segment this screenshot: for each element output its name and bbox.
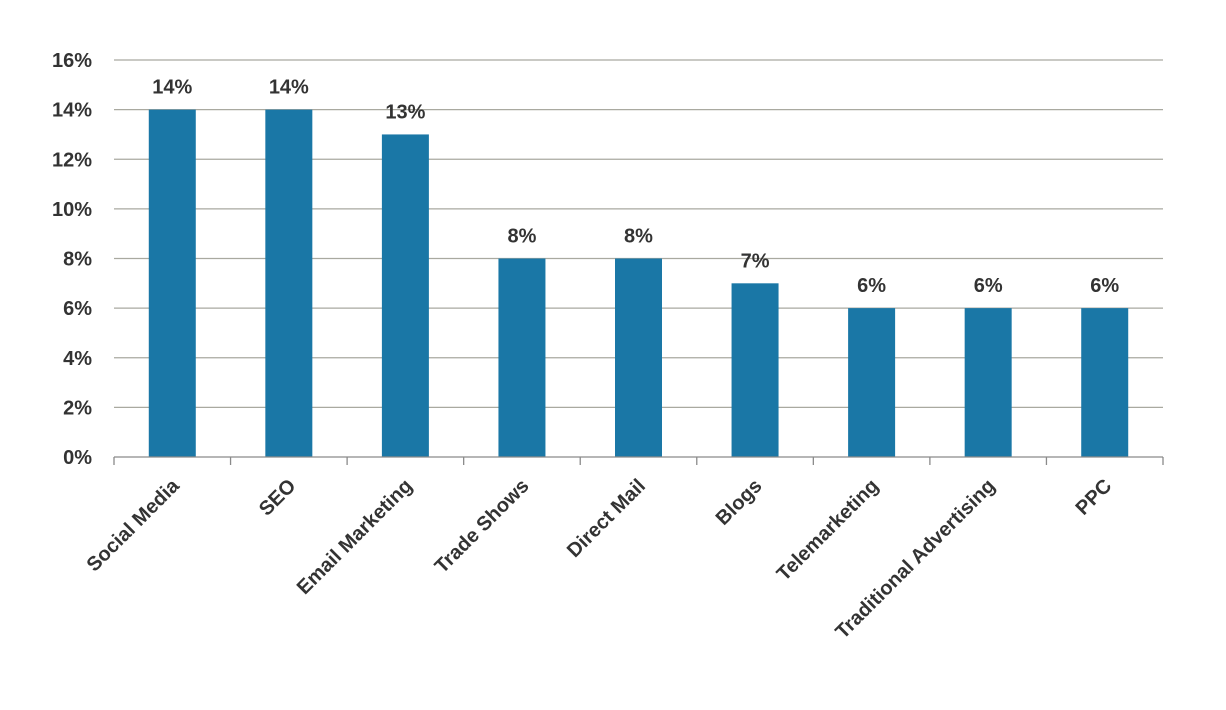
y-tick-label: 10% [52, 199, 92, 221]
data-label: 14% [269, 77, 309, 99]
x-tick-label: Email Marketing [293, 475, 417, 599]
x-tick-label: Trade Shows [431, 475, 534, 578]
bar-traditional-advertising [964, 308, 1012, 457]
bar-social-media [148, 109, 196, 457]
y-tick-label: 4% [63, 348, 92, 370]
bars-layer [148, 109, 1129, 457]
data-label: 14% [152, 77, 192, 99]
data-label: 13% [385, 101, 425, 123]
bar-ppc [1081, 308, 1129, 457]
data-label: 6% [974, 275, 1003, 297]
y-tick-label: 0% [63, 447, 92, 469]
data-label: 8% [507, 226, 536, 248]
y-tick-label: 6% [63, 298, 92, 320]
axis-layer [113, 456, 1164, 465]
bar-email-marketing [381, 134, 429, 457]
bar-blogs [731, 283, 779, 457]
x-tick-label: Telemarketing [773, 475, 883, 585]
y-tick-label: 16% [52, 50, 92, 72]
bar-direct-mail [615, 258, 662, 457]
y-tick-label: 14% [52, 100, 92, 122]
x-tick-label: Social Media [83, 474, 185, 576]
x-tick-label: SEO [255, 475, 300, 520]
bar-seo [265, 109, 313, 457]
data-label: 6% [857, 275, 886, 297]
data-label: 8% [624, 226, 653, 248]
y-tick-label: 8% [63, 249, 92, 271]
x-tick-label: Blogs [712, 475, 767, 530]
y-tick-label: 12% [52, 149, 92, 171]
x-tick-label: PPC [1072, 475, 1117, 520]
data-label: 6% [1090, 275, 1119, 297]
labels-layer: 0% 2% 4% 6% 8% 10% 12% 14% 16% 14% Social Media 14%… [52, 50, 1119, 643]
x-tick-label: Direct Mail [563, 475, 650, 562]
data-label: 7% [741, 250, 770, 272]
bar-trade-shows [498, 258, 546, 457]
bar-telemarketing [848, 308, 896, 457]
y-tick-label: 2% [63, 397, 92, 419]
